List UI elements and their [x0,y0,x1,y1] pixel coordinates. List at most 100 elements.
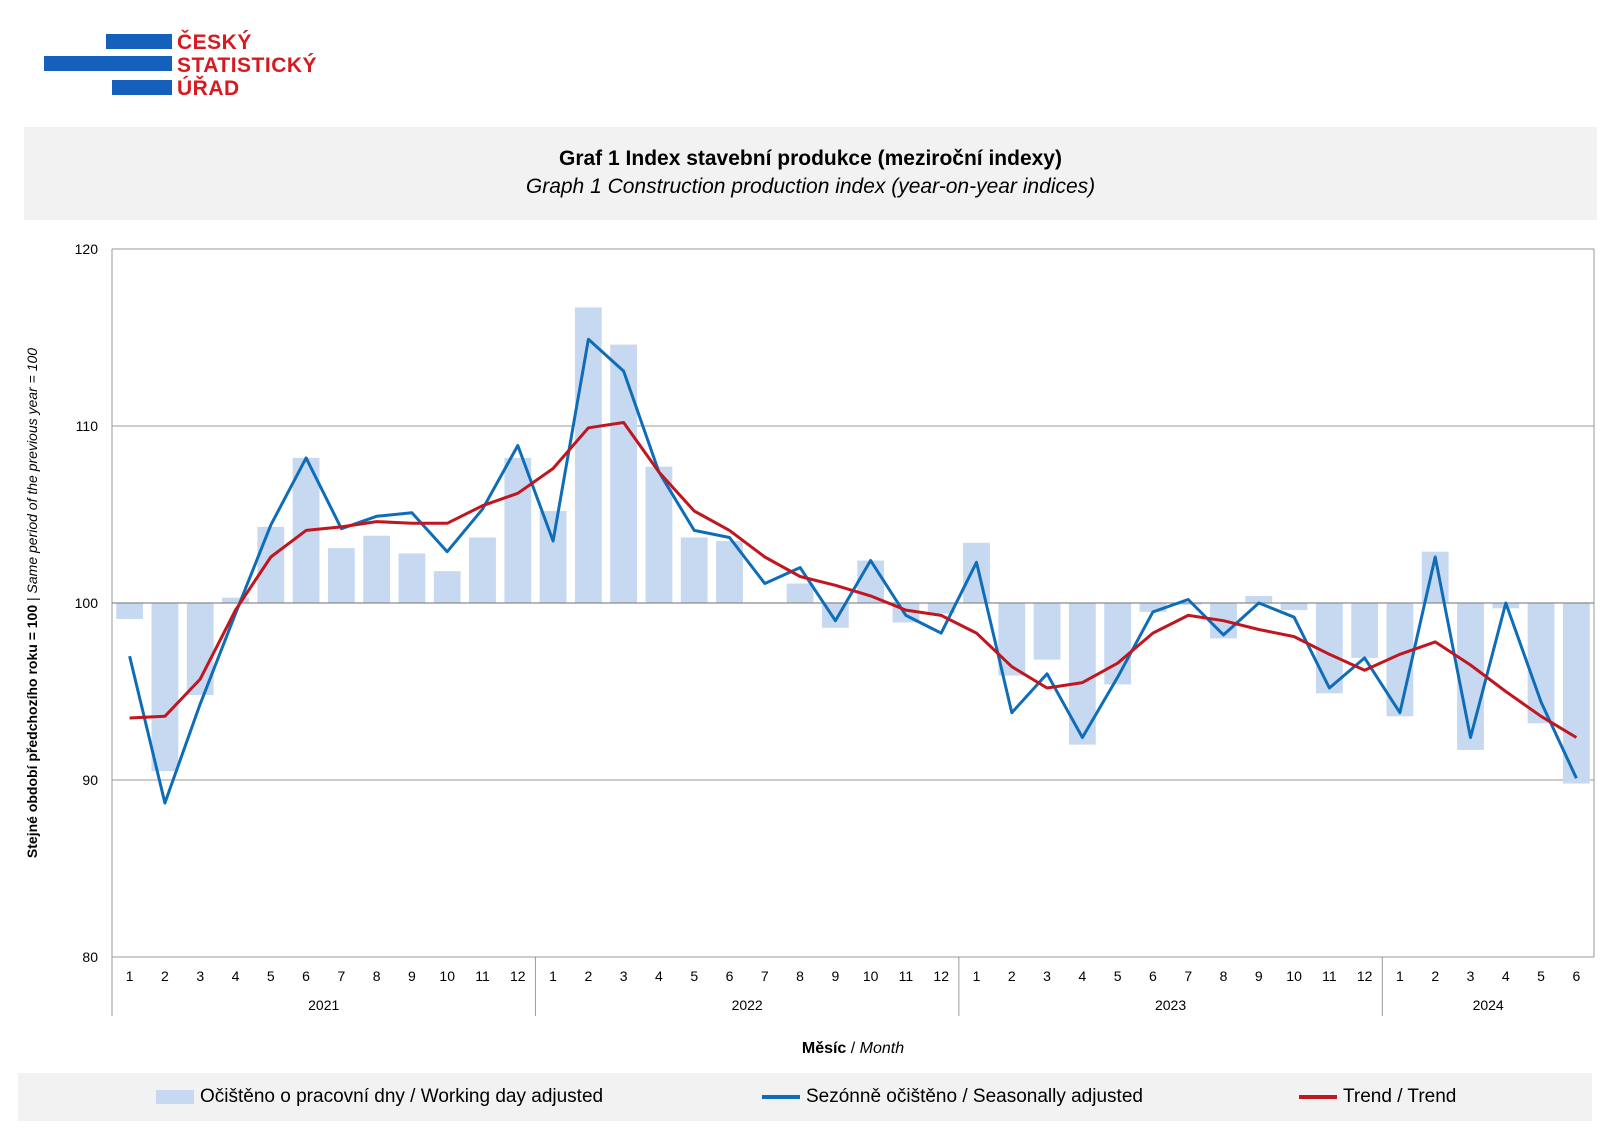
x-tick-label: 11 [475,968,490,984]
x-tick-label: 6 [1149,968,1157,984]
bar-wda [539,510,567,603]
x-tick-label: 3 [1467,968,1475,984]
legend-item-sa: Sezónně očištěno / Seasonally adjusted [762,1086,1143,1108]
bar-wda [222,597,249,603]
bar-wda [1280,603,1308,611]
bar-wda [257,526,285,603]
x-tick-label: 12 [933,968,949,984]
legend: Očištěno o pracovní dny / Working day ad… [18,1073,1592,1121]
bar-wda [963,542,990,603]
legend-item-trend: Trend / Trend [1299,1086,1456,1108]
y-tick-label: 120 [75,241,99,257]
year-label: 2024 [1473,997,1504,1013]
x-tick-label: 9 [408,968,416,984]
logo-bar-middle [44,56,172,71]
x-axis-label-sep: / [846,1040,859,1057]
chart-title-box: Graf 1 Index stavební produkce (meziročn… [24,127,1597,220]
x-tick-label: 1 [973,968,981,984]
bar-wda [398,553,426,603]
x-tick-label: 6 [726,968,734,984]
x-tick-label: 9 [831,968,839,984]
legend-swatch-wda [156,1090,194,1104]
bar-wda [151,603,179,772]
x-axis-label-italic: Month [860,1040,905,1057]
bar-wda [1139,603,1167,612]
bar-wda [116,603,144,619]
year-label: 2023 [1155,997,1186,1013]
x-tick-label: 4 [232,968,240,984]
x-tick-label: 11 [1322,968,1337,984]
x-tick-label: 5 [1114,968,1122,984]
bar-wda [363,535,391,603]
bar-wda [1104,603,1132,685]
y-tick-label: 100 [75,595,99,611]
x-tick-label: 5 [1537,968,1545,984]
bar-wda [1033,603,1061,660]
x-tick-label: 2 [1008,968,1016,984]
legend-swatch-sa [762,1095,800,1099]
x-tick-label: 4 [1078,968,1086,984]
y-tick-label: 80 [82,949,98,965]
x-tick-label: 2 [584,968,592,984]
bar-wda [469,537,496,603]
legend-swatch-trend [1299,1095,1337,1099]
x-tick-label: 12 [1357,968,1373,984]
logo-bar-bottom [112,80,172,95]
line-trend [129,421,1578,739]
y-axis-label-italic: Same period of the previous year = 100 [24,348,40,594]
x-tick-label: 8 [1220,968,1228,984]
logo-text-line3: ÚŘAD [177,77,240,100]
bar-wda [327,548,355,603]
x-tick-label: 8 [373,968,381,984]
legend-label-wda: Očištěno o pracovní dny / Working day ad… [200,1086,604,1107]
y-axis-label: Stejné období předchozího roku = 100 | S… [24,348,40,858]
x-tick-label: 1 [549,968,557,984]
logo-text-line2: STATISTICKÝ [177,54,318,77]
x-tick-label: 5 [267,968,275,984]
bar-wda [927,603,955,614]
chart-title: Graf 1 Index stavební produkce (meziročn… [559,147,1062,170]
logo-bar-top [106,34,172,49]
bar-wda [1245,595,1273,603]
legend-label-sa: Sezónně očištěno / Seasonally adjusted [806,1086,1143,1107]
y-tick-label: 90 [82,772,98,788]
bar-wda [998,603,1026,676]
x-tick-label: 3 [1043,968,1051,984]
year-label: 2021 [308,997,339,1013]
bar-wda [574,307,602,603]
legend-item-wda: Očištěno o pracovní dny / Working day ad… [156,1086,603,1108]
x-tick-label: 9 [1255,968,1263,984]
x-tick-label: 7 [337,968,345,984]
y-axis-label-bold: Stejné období předchozího roku = 100 [24,605,40,858]
x-tick-label: 5 [690,968,698,984]
wda-bars [112,307,1594,784]
year-label: 2022 [732,997,763,1013]
legend-label-trend: Trend / Trend [1343,1086,1457,1107]
bar-wda [1562,603,1590,784]
x-tick-label: 6 [1572,968,1580,984]
series-lines [128,337,1578,805]
logo-text-line1: ČESKÝ [177,31,252,54]
x-tick-label: 10 [863,968,879,984]
x-tick-label: 6 [302,968,310,984]
x-tick-label: 4 [1502,968,1510,984]
chart-subtitle: Graph 1 Construction production index (y… [525,175,1096,198]
bar-wda [504,457,532,603]
x-tick-label: 10 [439,968,455,984]
x-tick-label: 8 [796,968,804,984]
x-tick-label: 4 [655,968,663,984]
x-tick-label: 2 [161,968,169,984]
x-tick-label: 3 [196,968,204,984]
x-tick-label: 1 [126,968,134,984]
bar-wda [1174,603,1202,605]
bar-wda [1351,603,1379,658]
x-tick-label: 1 [1396,968,1404,984]
bar-wda [610,344,638,603]
y-axis-label-sep: | [24,593,40,604]
bar-wda [786,583,814,603]
bar-wda [680,537,708,603]
x-tick-label: 11 [899,968,914,984]
csu-logo: ČESKÝ STATISTICKÝ ÚŘAD [44,32,324,102]
